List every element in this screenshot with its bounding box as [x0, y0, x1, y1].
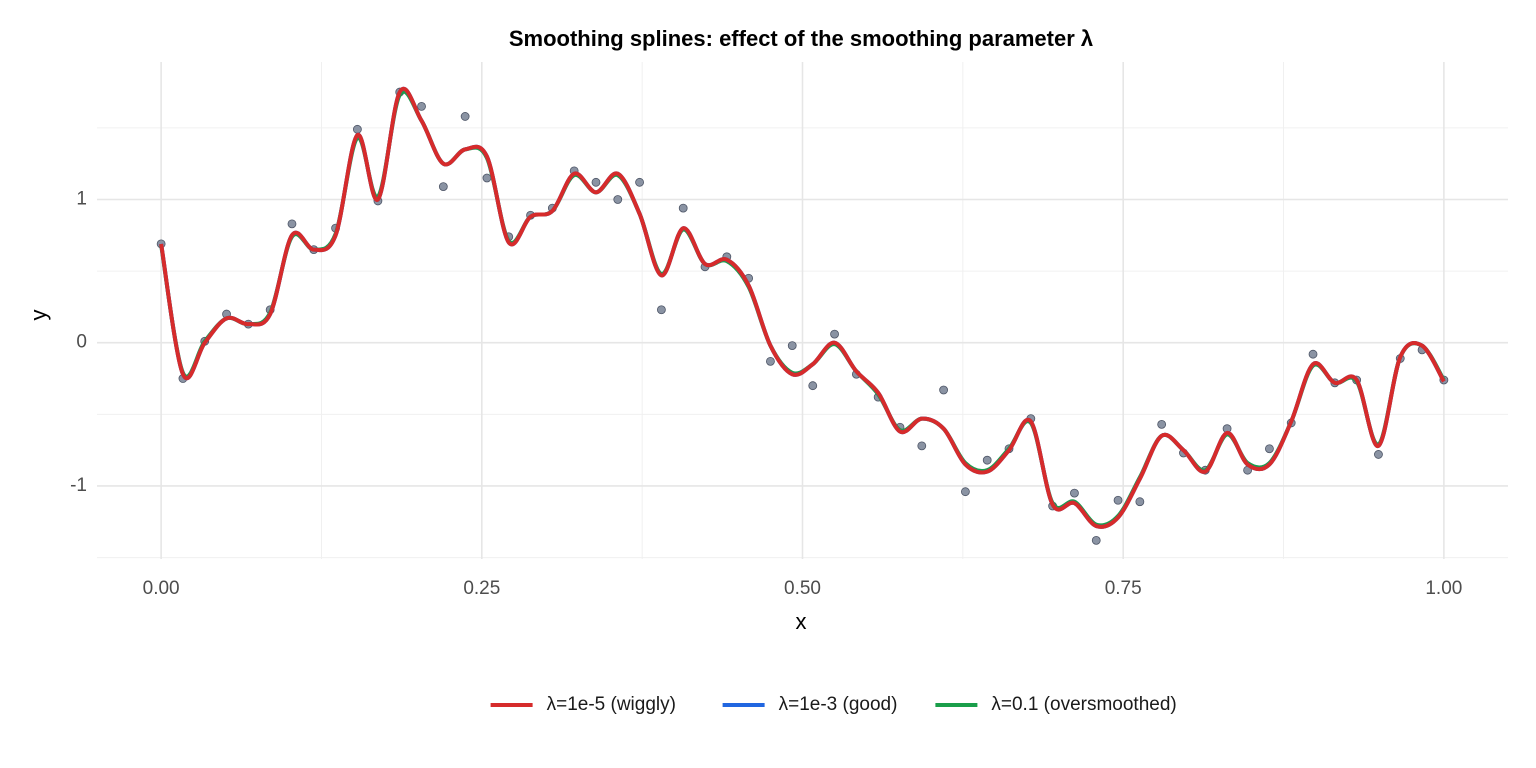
x-tick-label: 0.50: [784, 578, 821, 599]
data-point: [482, 173, 492, 183]
legend-label: λ=1e-5 (wiggly): [547, 694, 676, 715]
data-point: [352, 124, 362, 134]
data-point: [1070, 488, 1079, 498]
data-point: [613, 195, 623, 204]
chart-title: Smoothing splines: effect of the smoothi…: [509, 26, 1093, 51]
legend-label: λ=1e-3 (good): [779, 694, 898, 715]
data-point: [1091, 535, 1101, 545]
y-tick-label: -1: [70, 475, 87, 496]
x-tick-label: 0.25: [463, 578, 500, 599]
x-tick-label: 0.00: [143, 578, 180, 599]
data-point: [1374, 450, 1383, 459]
data-point: [787, 341, 797, 350]
data-point: [417, 102, 426, 111]
data-point: [657, 305, 666, 315]
data-point: [766, 356, 775, 366]
x-axis-title: x: [796, 609, 807, 634]
data-point: [1135, 497, 1145, 507]
data-point: [460, 112, 470, 121]
y-axis-title: y: [26, 310, 51, 321]
data-point: [917, 441, 927, 451]
data-point: [1113, 495, 1123, 505]
data-point: [591, 177, 601, 187]
data-point: [961, 487, 970, 497]
data-point: [939, 385, 948, 395]
data-point: [830, 329, 839, 339]
legend-label: λ=0.1 (oversmoothed): [991, 694, 1176, 715]
data-point: [1157, 419, 1167, 429]
series-line: [159, 87, 1446, 529]
data-point: [635, 177, 644, 187]
data-point: [1265, 444, 1274, 454]
x-tick-label: 0.75: [1105, 578, 1142, 599]
data-point: [808, 381, 818, 391]
data-point: [287, 219, 297, 229]
y-tick-label: 0: [76, 332, 87, 353]
data-point: [438, 182, 448, 192]
x-tick-label: 1.00: [1425, 578, 1462, 599]
data-point: [1308, 349, 1318, 359]
y-tick-label: 1: [76, 189, 87, 210]
data-point: [982, 455, 992, 465]
data-point: [678, 203, 688, 213]
